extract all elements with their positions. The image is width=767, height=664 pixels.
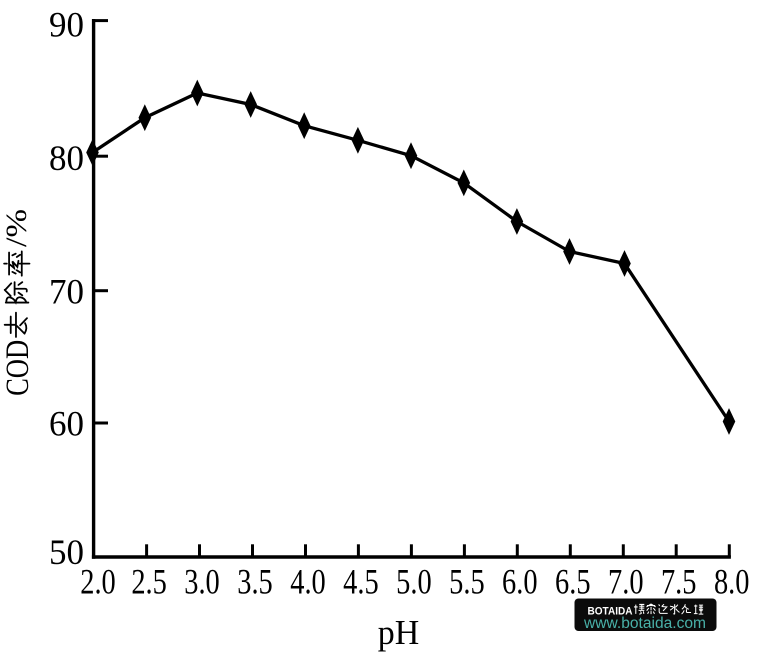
svg-text:2.0: 2.0 xyxy=(80,561,116,601)
svg-text:80: 80 xyxy=(49,138,84,178)
svg-text:90: 90 xyxy=(49,4,84,44)
svg-text:70: 70 xyxy=(49,272,84,312)
svg-text:7.0: 7.0 xyxy=(608,561,644,601)
svg-text:4.0: 4.0 xyxy=(290,561,326,601)
svg-text:/%: /% xyxy=(0,209,33,247)
svg-text:6.0: 6.0 xyxy=(502,561,538,601)
svg-text:6.5: 6.5 xyxy=(555,561,591,601)
svg-text:60: 60 xyxy=(49,403,84,443)
svg-text:COD: COD xyxy=(0,340,36,396)
svg-text:7.5: 7.5 xyxy=(661,561,697,601)
svg-text:5.0: 5.0 xyxy=(396,561,432,601)
svg-text:2.5: 2.5 xyxy=(131,561,167,601)
svg-text:4.5: 4.5 xyxy=(343,561,379,601)
svg-text:3.0: 3.0 xyxy=(184,561,220,601)
svg-text:8.0: 8.0 xyxy=(714,561,750,601)
svg-text:pH: pH xyxy=(378,614,420,652)
svg-text:5.5: 5.5 xyxy=(449,561,485,601)
svg-text:3.5: 3.5 xyxy=(237,561,273,601)
svg-text:www.botaida.com: www.botaida.com xyxy=(583,615,706,632)
svg-text:BOTAIDA: BOTAIDA xyxy=(588,605,633,617)
svg-text:50: 50 xyxy=(49,532,84,572)
